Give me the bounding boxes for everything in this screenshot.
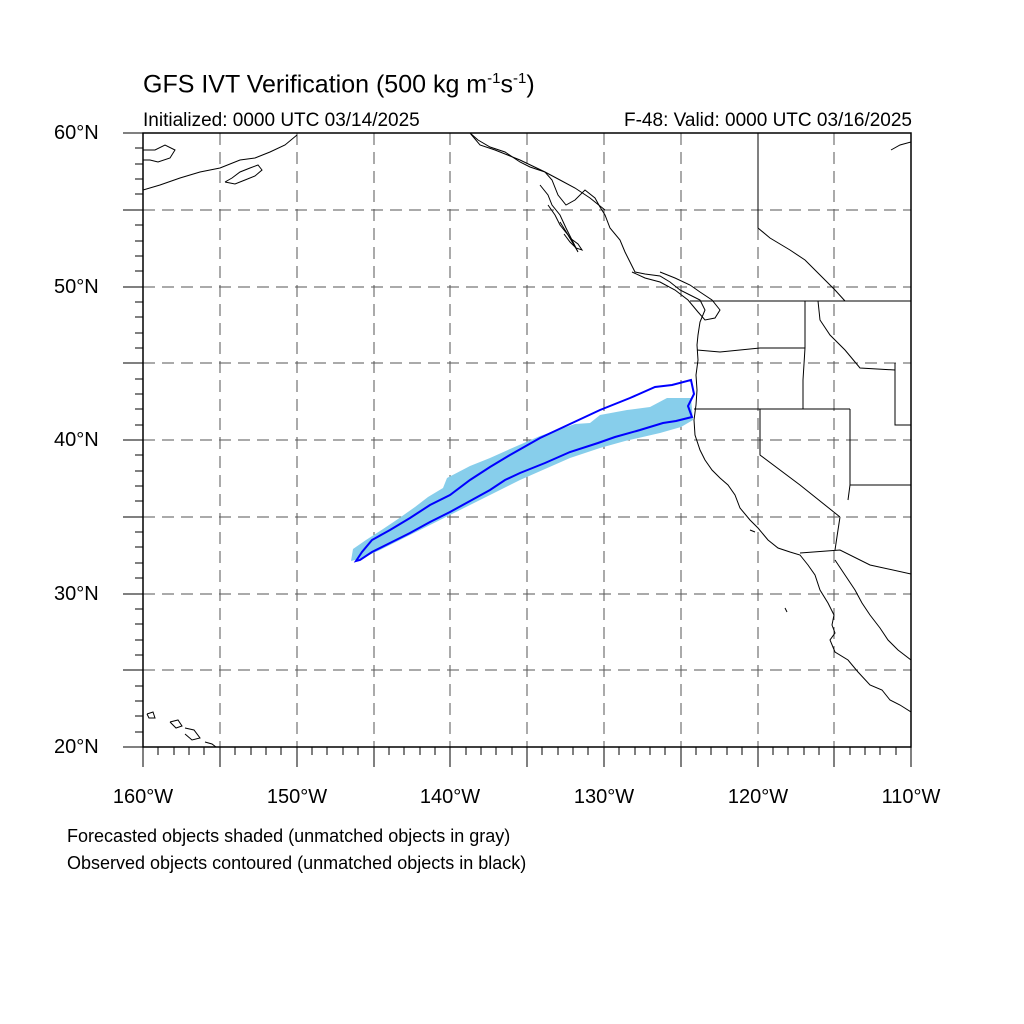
lon-label-150w: 150°W [266,786,328,808]
lon-label-140w: 140°W [419,786,481,808]
haida-gwaii [559,221,584,251]
hawaii-islands-1 [146,711,156,719]
alaska-peninsula [143,134,298,191]
init-time: Initialized: 0000 UTC 03/14/2025 [143,110,420,131]
washington-oregon-border [696,347,805,353]
northeast-edge-coast [890,141,911,151]
lon-label-110w: 110°W [881,786,941,808]
lon-label-130w: 130°W [573,786,635,808]
observed-ivt-contour [353,378,696,563]
gulf-of-california-coast [834,559,911,661]
alaska-coast-west [143,144,176,163]
valid-time: F-48: Valid: 0000 UTC 03/16/2025 [624,110,912,131]
coastlines [143,133,911,747]
chart-title: GFS IVT Verification (500 kg m-1s-1) [143,70,535,99]
political-boundaries [469,133,911,575]
lat-label-60: 60°N [54,122,99,144]
channel-islands [749,529,756,533]
vancouver-island [631,271,721,321]
footnote-forecast: Forecasted objects shaded (unmatched obj… [67,826,511,846]
lat-label-50: 50°N [54,276,99,298]
bc-alberta-border [757,227,846,302]
arizona-california-border [834,516,841,551]
hawaii-islands-4 [204,741,217,747]
nevada-california-border [759,409,841,518]
lat-label-30: 30°N [54,583,99,605]
idaho-west-border [802,301,806,409]
lon-label-120w: 120°W [727,786,789,808]
kodiak-area [224,164,263,185]
lon-label-160w: 160°W [112,786,174,808]
us-mexico-border [799,549,911,575]
guadalupe-island [784,607,788,613]
idaho-montana-border [817,300,896,371]
gridlines [143,133,911,747]
southeast-alaska-islands [539,184,579,253]
wyoming-border [894,363,911,426]
north-america-coastline [469,133,911,713]
tick-marks [123,132,912,767]
footnote-observed: Observed objects contoured (unmatched ob… [67,853,527,873]
alaska-bc-border [469,133,606,211]
lat-label-40: 40°N [54,429,99,451]
nevada-utah-border [847,409,851,501]
hawaii-islands-2 [169,719,183,729]
hawaii-islands-3 [184,727,201,741]
lat-label-20: 20°N [54,736,99,758]
